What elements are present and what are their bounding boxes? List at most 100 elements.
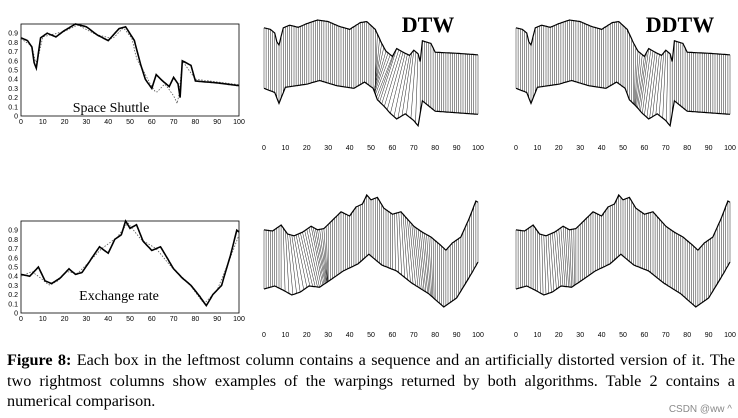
warping-link [300,233,313,287]
x-tick-label-xtick: 70 [170,119,178,126]
warping-link [419,230,427,293]
watermark: CSDN @ww ^ [668,404,732,415]
x-tick-label-xtick: 100 [472,145,484,152]
x-tick-label-xtick: 50 [126,316,134,323]
x-tick-label-xtick: 0 [262,145,266,152]
space-shuttle-ddtw-plot: 0 10 20 30 40 50 60 70 80 90 100 DDTW [514,12,736,152]
upper-series-line [263,19,478,62]
x-tick-label-xtick: 40 [346,332,354,339]
x-tick-label-xtick: 100 [724,332,736,339]
warping-link [556,230,562,287]
x-tick-label-xtick: 70 [170,316,178,323]
warping-link [554,232,559,288]
warping-link [662,50,667,119]
distorted-series-line [20,222,240,304]
x-tick-label-xtick: 10 [282,145,290,152]
x-tick-label-xtick: 30 [324,145,332,152]
warping-link [422,232,428,294]
warping-link [655,55,662,115]
x-tick-label-xtick: 10 [39,316,47,323]
x-tick-label-xtick: 70 [410,145,418,152]
x-tick-label-xtick: 30 [324,332,332,339]
panel-label: Exchange rate [79,289,159,304]
x-tick-label-xtick: 40 [346,145,354,152]
original-series-line [20,219,240,308]
x-tick-label-xtick: 0 [19,119,23,126]
caption-text: Each box in the leftmost column contains… [7,351,735,410]
y-tick-label: 0.7 [8,49,18,56]
warping-link [325,226,329,282]
exchange-rate-dtw-plot: 0 10 20 30 40 50 60 70 80 90 100 [262,193,484,339]
figure-caption: Figure 8: Each box in the leftmost colum… [7,350,735,412]
upper-series-line [515,193,731,252]
warping-link [319,229,327,283]
y-tick-label: 0.1 [8,104,18,111]
y-tick-label: 0.2 [8,95,18,102]
warping-link [409,221,416,286]
warping-link [638,52,647,110]
x-tick-label-xtick: 80 [683,332,691,339]
warping-link [428,235,432,297]
warping-link [310,226,324,286]
warping-link [323,228,328,282]
x-tick-label-xtick: 50 [367,145,375,152]
x-tick-label-xtick: 90 [213,119,221,126]
y-tick-label: 0.4 [8,274,18,281]
warping-link [289,234,297,294]
warping-link [646,52,656,118]
warping-link [374,51,387,92]
x-tick-label-xtick: 10 [282,332,290,339]
warping-link [283,227,286,292]
y-tick-label: 0.8 [8,237,18,244]
warping-link [397,55,410,119]
warping-link [386,52,404,110]
panel-space-shuttle: 0 0.1 0.2 0.3 0.4 0.5 0.6 0.7 0.8 0.9 0 10 20 30 40 50 6… [3,18,245,128]
x-tick-label-xtick: 40 [598,332,606,339]
caption-label: Figure 8: [7,351,72,369]
warping-link [640,48,649,112]
warping-link [432,238,435,299]
x-tick-label-xtick: 50 [619,145,627,152]
y-tick-label: 0.5 [8,265,18,272]
warping-link [571,229,574,287]
warping-link [302,232,316,287]
x-tick-label-xtick: 50 [619,332,627,339]
y-tick-label: 0.1 [8,301,18,308]
warping-link [400,211,405,278]
y-tick-label: 0.7 [8,246,18,253]
panel-exchange-rate: 0 0.1 0.2 0.3 0.4 0.5 0.6 0.7 0.8 0.9 0 10 20 30 40 50 6… [3,215,245,325]
x-tick-label-xtick: 70 [662,332,670,339]
warping-link [410,51,417,119]
x-tick-label-xtick: 10 [534,145,542,152]
panel-exchange-rate-dtw: 0 10 20 30 40 50 60 70 80 90 100 [258,183,484,343]
warping-link [558,229,564,287]
warping-link [406,50,415,115]
x-tick-label-xtick: 90 [453,145,461,152]
x-tick-label-xtick: 70 [410,332,418,339]
space-shuttle-dtw-plot: 0 10 20 30 40 50 60 70 80 90 100 DTW [262,12,484,152]
plot-frame [20,220,240,314]
warping-link [658,52,664,116]
x-tick-label-xtick: 10 [39,119,47,126]
x-tick-label-xtick: 60 [389,332,397,339]
warping-link [295,234,308,288]
x-tick-label-xtick: 0 [262,332,266,339]
warping-link [379,48,397,102]
plot-frame [20,23,240,117]
x-tick-label-xtick: 30 [83,316,91,323]
warping-link [430,236,434,298]
warping-link [394,213,396,271]
x-tick-label-xtick: 90 [213,316,221,323]
warping-link [377,52,395,101]
warping-link [304,230,318,288]
x-tick-label-xtick: 40 [598,145,606,152]
x-tick-label-xtick: 30 [83,119,91,126]
warping-link [424,233,430,295]
warping-link [308,227,322,287]
upper-series-line [515,19,730,62]
warping-link [543,235,547,295]
warping-link [287,233,294,295]
warping-link [374,43,382,92]
y-tick-label: 0.2 [8,292,18,299]
warping-link [560,227,566,287]
